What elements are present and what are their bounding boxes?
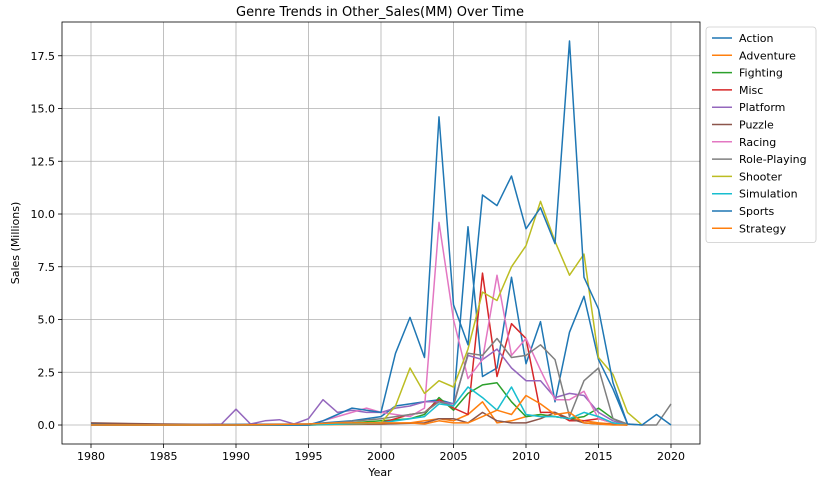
y-tick-label: 0.0	[38, 419, 56, 432]
legend-label-racing: Racing	[739, 136, 776, 149]
legend-label-shooter: Shooter	[739, 170, 782, 183]
plot-frame	[61, 21, 701, 445]
x-tick-label: 1985	[150, 450, 178, 463]
x-tick-label: 1995	[295, 450, 323, 463]
y-tick-label: 2.5	[38, 366, 56, 379]
legend-frame	[705, 26, 817, 244]
x-tick-label: 1980	[77, 450, 105, 463]
legend-label-action: Action	[739, 32, 773, 45]
legend-label-platform: Platform	[739, 101, 785, 114]
legend-label-simulation: Simulation	[739, 188, 798, 201]
legend-label-role-playing: Role-Playing	[739, 153, 807, 166]
series-line-sports	[91, 40, 672, 426]
series-line-platform	[91, 348, 628, 426]
chart-title: Genre Trends in Other_Sales(MM) Over Tim…	[236, 5, 524, 20]
y-tick-label: 5.0	[38, 314, 56, 327]
series-line-simulation	[91, 386, 628, 426]
legend: Action Adventure Fighting Misc Platform Puzzl…	[705, 26, 817, 244]
series-line-shooter	[91, 200, 643, 426]
x-axis-label: Year	[367, 466, 392, 479]
y-tick-label: 12.5	[31, 155, 56, 168]
y-tick-label: 15.0	[31, 103, 56, 116]
legend-label-puzzle: Puzzle	[739, 119, 774, 132]
x-tick-label: 2020	[657, 450, 685, 463]
grid-layer	[62, 22, 700, 444]
series-line-role-playing	[91, 337, 672, 426]
x-tick-label: 2010	[512, 450, 540, 463]
x-tick-label: 1990	[222, 450, 250, 463]
series-line-racing	[91, 221, 628, 426]
legend-label-strategy: Strategy	[739, 222, 787, 235]
y-tick-label: 10.0	[31, 208, 56, 221]
y-tick-label: 17.5	[31, 50, 56, 63]
legend-label-misc: Misc	[739, 84, 763, 97]
y-axis-label: Sales (Millions)	[9, 202, 22, 285]
series-line-adventure	[91, 401, 628, 426]
x-tick-label: 2005	[440, 450, 468, 463]
series-line-strategy	[91, 394, 628, 426]
series-layer	[90, 40, 672, 426]
series-line-misc	[91, 272, 628, 426]
axes-layer: 1980 1985 1990 1995 2000 2005 2010 2015 2020 0.0 2…	[31, 21, 701, 463]
x-tick-label: 2015	[585, 450, 613, 463]
y-tick-label: 7.5	[38, 261, 56, 274]
legend-label-fighting: Fighting	[739, 67, 783, 80]
legend-label-adventure: Adventure	[739, 49, 796, 62]
series-line-action	[90, 225, 629, 426]
legend-label-sports: Sports	[739, 205, 775, 218]
x-tick-label: 2000	[367, 450, 395, 463]
